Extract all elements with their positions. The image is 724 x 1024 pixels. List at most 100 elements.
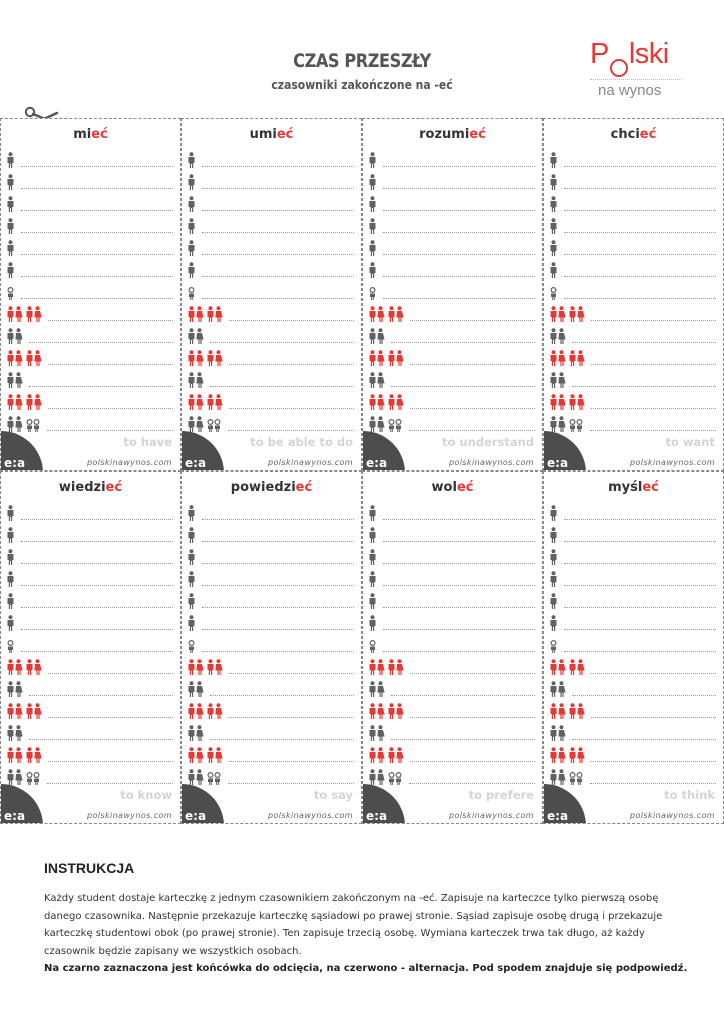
- answer-line[interactable]: [229, 320, 354, 321]
- answer-line[interactable]: [409, 430, 535, 431]
- answer-line[interactable]: [410, 717, 535, 718]
- answer-line[interactable]: [410, 761, 535, 762]
- answer-line[interactable]: [383, 298, 535, 299]
- answer-line[interactable]: [210, 695, 354, 696]
- answer-line[interactable]: [591, 761, 716, 762]
- answer-line[interactable]: [21, 210, 173, 211]
- answer-line[interactable]: [47, 430, 173, 431]
- answer-line[interactable]: [590, 783, 716, 784]
- answer-line[interactable]: [229, 408, 354, 409]
- answer-line[interactable]: [564, 585, 716, 586]
- answer-line[interactable]: [21, 298, 173, 299]
- answer-line[interactable]: [229, 717, 354, 718]
- answer-line[interactable]: [410, 364, 535, 365]
- answer-line[interactable]: [202, 629, 354, 630]
- answer-line[interactable]: [383, 563, 535, 564]
- answer-line[interactable]: [202, 232, 354, 233]
- answer-line[interactable]: [202, 519, 354, 520]
- answer-line[interactable]: [564, 563, 716, 564]
- answer-line[interactable]: [410, 673, 535, 674]
- answer-line[interactable]: [29, 386, 173, 387]
- answer-line[interactable]: [383, 519, 535, 520]
- answer-line[interactable]: [391, 342, 535, 343]
- answer-line[interactable]: [564, 298, 716, 299]
- answer-line[interactable]: [383, 232, 535, 233]
- answer-line[interactable]: [383, 276, 535, 277]
- answer-line[interactable]: [229, 364, 354, 365]
- answer-line[interactable]: [591, 673, 716, 674]
- answer-line[interactable]: [202, 541, 354, 542]
- answer-line[interactable]: [48, 364, 173, 365]
- answer-line[interactable]: [564, 232, 716, 233]
- answer-line[interactable]: [47, 783, 173, 784]
- answer-line[interactable]: [564, 629, 716, 630]
- answer-line[interactable]: [21, 188, 173, 189]
- answer-line[interactable]: [202, 298, 354, 299]
- answer-line[interactable]: [410, 320, 535, 321]
- answer-line[interactable]: [383, 651, 535, 652]
- answer-line[interactable]: [391, 739, 535, 740]
- answer-line[interactable]: [383, 166, 535, 167]
- answer-line[interactable]: [383, 585, 535, 586]
- answer-line[interactable]: [564, 210, 716, 211]
- answer-line[interactable]: [590, 430, 716, 431]
- answer-line[interactable]: [564, 188, 716, 189]
- answer-line[interactable]: [391, 695, 535, 696]
- answer-line[interactable]: [202, 210, 354, 211]
- answer-line[interactable]: [591, 320, 716, 321]
- answer-line[interactable]: [572, 695, 716, 696]
- answer-line[interactable]: [202, 651, 354, 652]
- answer-line[interactable]: [21, 541, 173, 542]
- answer-line[interactable]: [202, 607, 354, 608]
- answer-line[interactable]: [202, 585, 354, 586]
- answer-line[interactable]: [409, 783, 535, 784]
- answer-line[interactable]: [564, 276, 716, 277]
- answer-line[interactable]: [228, 783, 354, 784]
- answer-line[interactable]: [383, 607, 535, 608]
- answer-line[interactable]: [391, 386, 535, 387]
- answer-line[interactable]: [21, 563, 173, 564]
- answer-line[interactable]: [21, 585, 173, 586]
- answer-line[interactable]: [21, 651, 173, 652]
- answer-line[interactable]: [29, 342, 173, 343]
- answer-line[interactable]: [564, 541, 716, 542]
- answer-line[interactable]: [572, 739, 716, 740]
- answer-line[interactable]: [383, 254, 535, 255]
- answer-line[interactable]: [210, 739, 354, 740]
- answer-line[interactable]: [210, 342, 354, 343]
- answer-line[interactable]: [48, 761, 173, 762]
- answer-line[interactable]: [202, 188, 354, 189]
- answer-line[interactable]: [202, 276, 354, 277]
- answer-line[interactable]: [572, 342, 716, 343]
- answer-line[interactable]: [21, 254, 173, 255]
- answer-line[interactable]: [383, 629, 535, 630]
- answer-line[interactable]: [591, 408, 716, 409]
- answer-line[interactable]: [564, 607, 716, 608]
- answer-line[interactable]: [591, 364, 716, 365]
- answer-line[interactable]: [202, 563, 354, 564]
- answer-line[interactable]: [410, 408, 535, 409]
- answer-line[interactable]: [29, 695, 173, 696]
- answer-line[interactable]: [202, 166, 354, 167]
- answer-line[interactable]: [383, 541, 535, 542]
- answer-line[interactable]: [48, 320, 173, 321]
- answer-line[interactable]: [564, 651, 716, 652]
- answer-line[interactable]: [564, 519, 716, 520]
- answer-line[interactable]: [48, 673, 173, 674]
- answer-line[interactable]: [21, 629, 173, 630]
- answer-line[interactable]: [229, 761, 354, 762]
- answer-line[interactable]: [228, 430, 354, 431]
- answer-line[interactable]: [21, 607, 173, 608]
- answer-line[interactable]: [48, 408, 173, 409]
- answer-line[interactable]: [210, 386, 354, 387]
- answer-line[interactable]: [21, 519, 173, 520]
- answer-line[interactable]: [21, 166, 173, 167]
- answer-line[interactable]: [564, 166, 716, 167]
- answer-line[interactable]: [229, 673, 354, 674]
- answer-line[interactable]: [21, 232, 173, 233]
- answer-line[interactable]: [48, 717, 173, 718]
- answer-line[interactable]: [572, 386, 716, 387]
- answer-line[interactable]: [202, 254, 354, 255]
- answer-line[interactable]: [564, 254, 716, 255]
- answer-line[interactable]: [383, 210, 535, 211]
